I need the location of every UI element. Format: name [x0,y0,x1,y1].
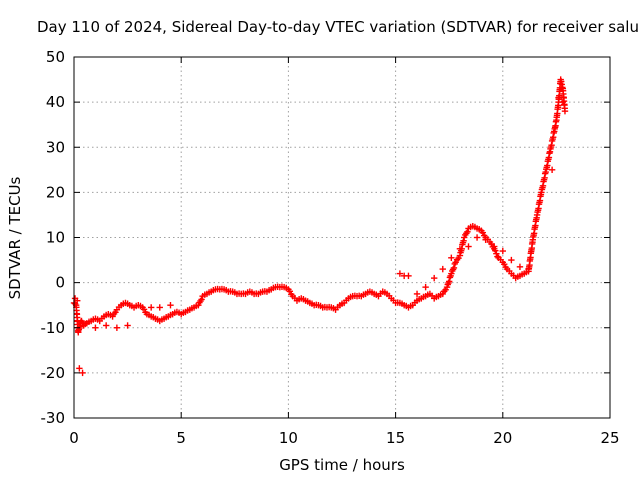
data-point [422,283,429,291]
data-point [559,98,567,106]
data-point [525,265,532,273]
data-point [167,301,174,309]
data-point [561,107,569,115]
data-point [482,236,489,243]
y-tick-label: 20 [46,183,65,201]
data-point [548,166,556,174]
data-point [430,274,438,282]
data-point-fill [479,229,486,236]
y-tick-label: 30 [46,138,65,156]
x-tick-label: 5 [176,429,186,447]
data-point [516,263,524,271]
data-point [92,324,99,331]
y-tick-label: 50 [46,48,65,66]
data-point [456,245,464,252]
data-point [124,322,131,329]
data-point [555,94,562,101]
x-tick-label: 15 [386,429,405,447]
data-point-fill [492,247,499,254]
data-point-fill [286,288,294,295]
data-point-fill [450,264,458,272]
data-point-fill [198,296,205,303]
x-axis-ticks: 0 5 10 15 20 25 [69,57,620,447]
grid-lines [74,57,610,418]
data-point [491,243,498,250]
data-point [147,304,155,311]
data-point [79,369,86,377]
data-point [473,234,481,241]
x-tick-label: 20 [493,429,512,447]
data-point [396,270,404,277]
y-tick-label: -10 [41,319,66,337]
data-markers [70,76,569,377]
data-point-fill [140,306,148,313]
x-tick-label: 10 [279,429,298,447]
data-point [102,322,110,329]
data-point [405,272,412,280]
y-tick-label: 0 [55,274,65,292]
x-tick-label: 25 [600,429,619,447]
data-point [465,243,472,250]
y-tick-label: -20 [41,364,66,382]
data-point-fill [464,228,471,235]
y-axis-label: SDTVAR / TECUs [6,176,24,299]
data-point-fill [493,250,500,257]
data-point [74,297,81,304]
chart-title: Day 110 of 2024, Sidereal Day-to-day VTE… [37,18,639,36]
data-point-fill [446,278,453,285]
y-tick-label: 10 [46,229,65,247]
data-point [508,256,515,264]
data-point [156,304,163,311]
data-point-fill [494,253,501,260]
y-axis-ticks: -30 -20 -10 0 10 20 30 40 50 [41,48,610,427]
data-point [413,290,421,298]
data-point [499,247,506,255]
x-axis-label: GPS time / hours [279,456,405,474]
y-tick-label: -30 [41,409,66,427]
y-tick-label: 40 [46,93,65,111]
data-point-fill [501,261,508,268]
x-tick-label: 0 [69,429,79,447]
data-point [76,365,83,372]
data-point [113,324,121,331]
data-point [439,265,446,273]
data-point [448,254,455,262]
